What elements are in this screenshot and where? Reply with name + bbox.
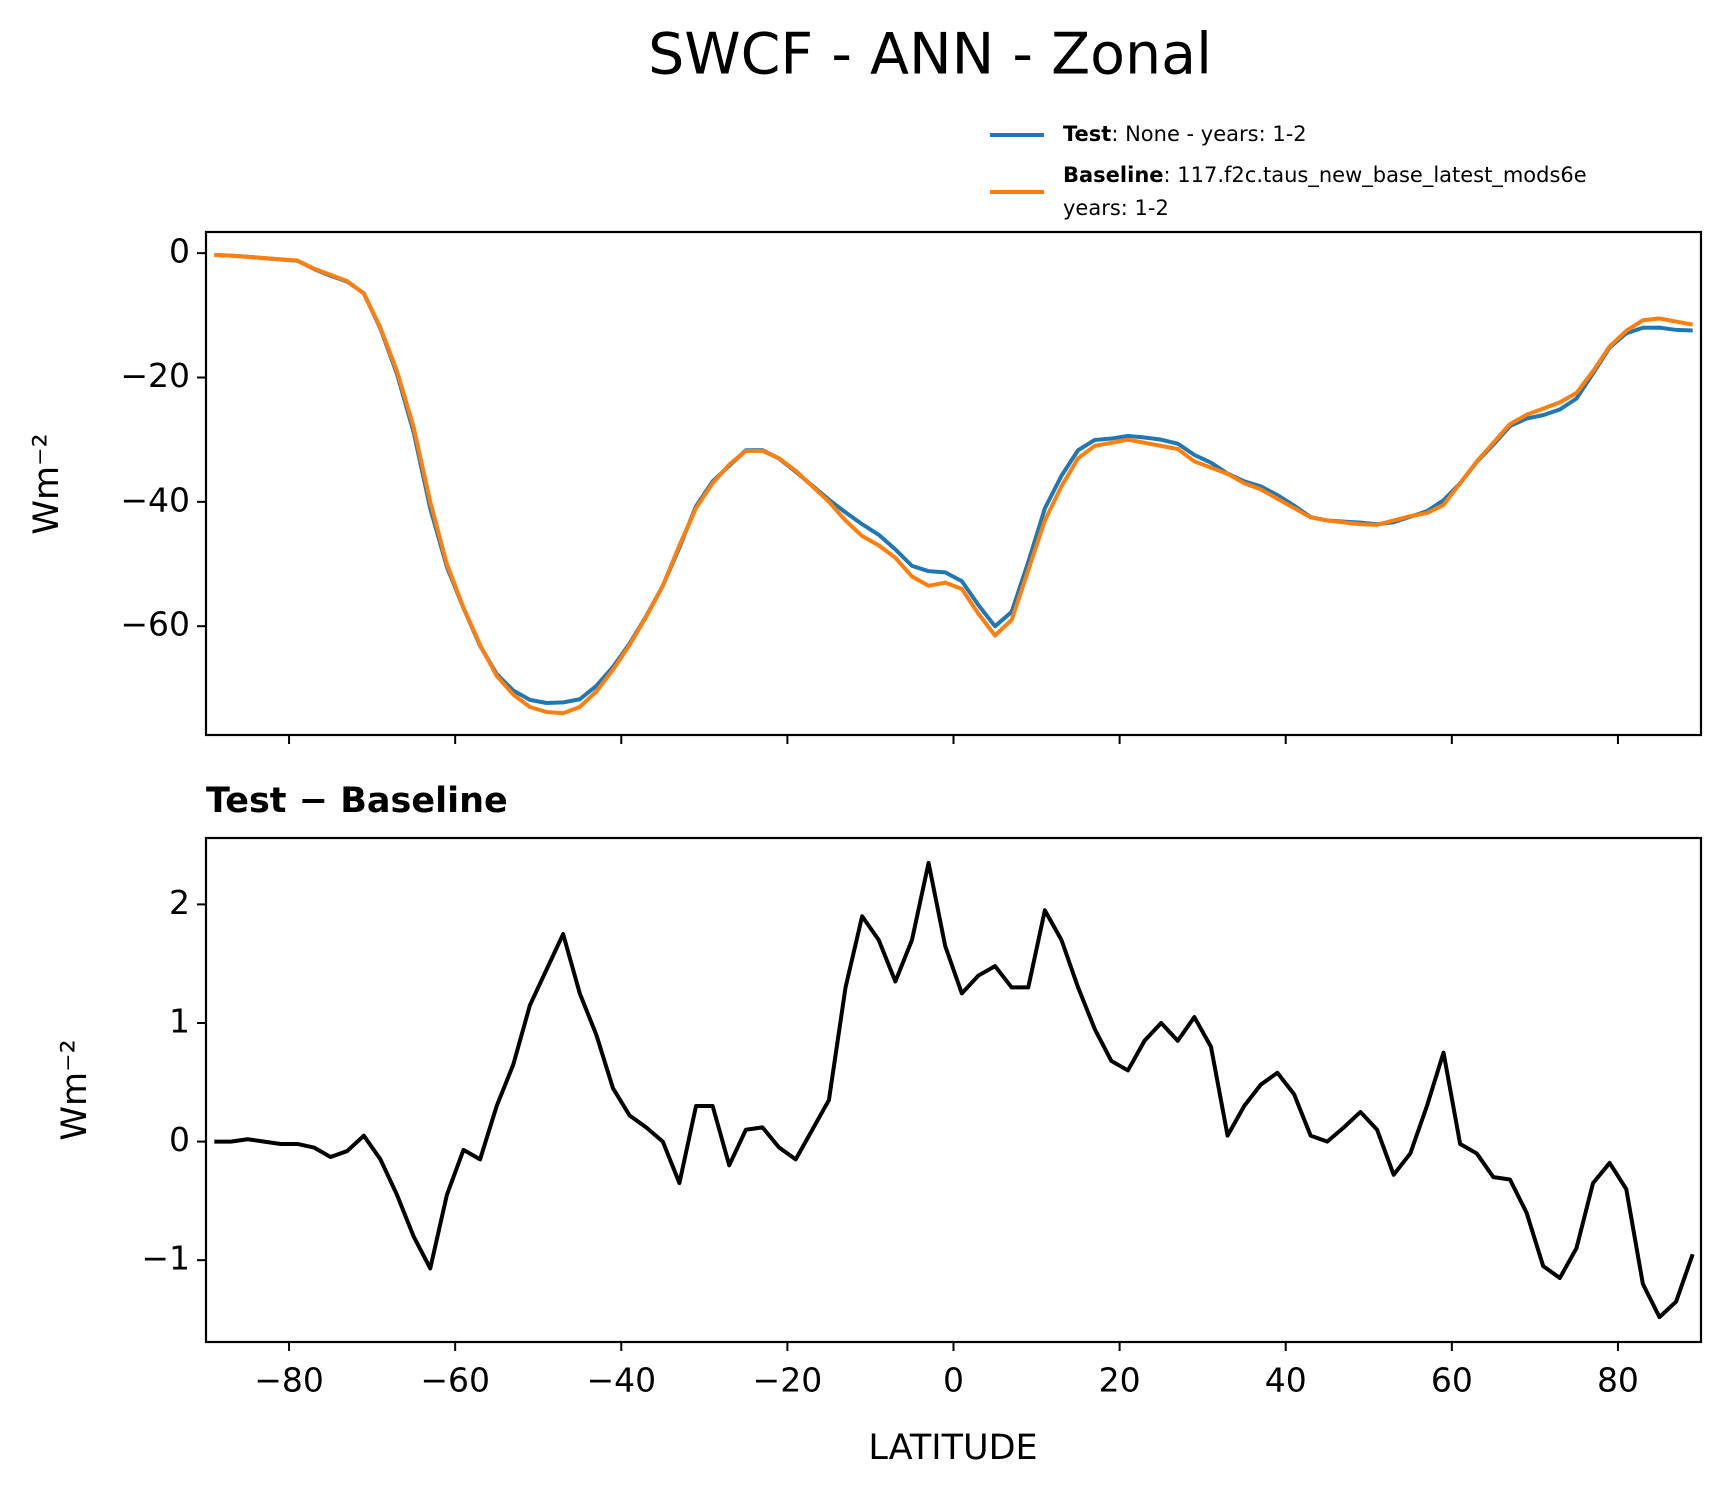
y-tick-label: −20 <box>120 356 190 395</box>
y-tick-label: 0 <box>169 232 190 271</box>
x-tick-label: −60 <box>420 1361 490 1400</box>
legend-label: years: 1-2 <box>1063 196 1169 220</box>
y-tick-label: −1 <box>141 1239 190 1278</box>
axes-frame <box>204 836 1703 1344</box>
data-line <box>214 860 1695 1320</box>
y-tick-label: −40 <box>120 480 190 519</box>
x-tick-label: 60 <box>1431 1361 1473 1400</box>
legend-name: Test <box>1063 122 1111 146</box>
subplot-title: Test − Baseline <box>206 781 508 821</box>
x-tick-label: −20 <box>753 1361 823 1400</box>
y-axis-label: Wm⁻² <box>55 1039 95 1140</box>
chart-title: SWCF - ANN - Zonal <box>648 22 1212 88</box>
legend-detail: : 117.f2c.taus_new_base_latest_mods6e <box>1164 163 1587 188</box>
data-line <box>214 253 1694 716</box>
legend-name: Baseline <box>1063 163 1164 187</box>
axes-frame <box>204 230 1703 737</box>
legend-label: Baseline: 117.f2c.taus_new_base_latest_m… <box>1063 163 1587 188</box>
legend-label: Test: None - years: 1-2 <box>1063 122 1307 146</box>
y-axis-label: Wm⁻² <box>27 433 67 534</box>
x-tick-label: 40 <box>1265 1361 1307 1400</box>
x-tick-label: 20 <box>1099 1361 1141 1400</box>
legend-detail: : None - years: 1-2 <box>1111 122 1306 146</box>
x-tick-label: −40 <box>586 1361 656 1400</box>
x-tick-label: −80 <box>254 1361 324 1400</box>
y-tick-label: 0 <box>169 1120 190 1159</box>
x-axis-label: LATITUDE <box>868 1428 1037 1468</box>
y-tick-label: 1 <box>169 1001 190 1040</box>
y-tick-label: 2 <box>169 883 190 922</box>
x-tick-label: 0 <box>943 1361 964 1400</box>
x-tick-label: 80 <box>1597 1361 1639 1400</box>
y-tick-label: −60 <box>120 605 190 644</box>
